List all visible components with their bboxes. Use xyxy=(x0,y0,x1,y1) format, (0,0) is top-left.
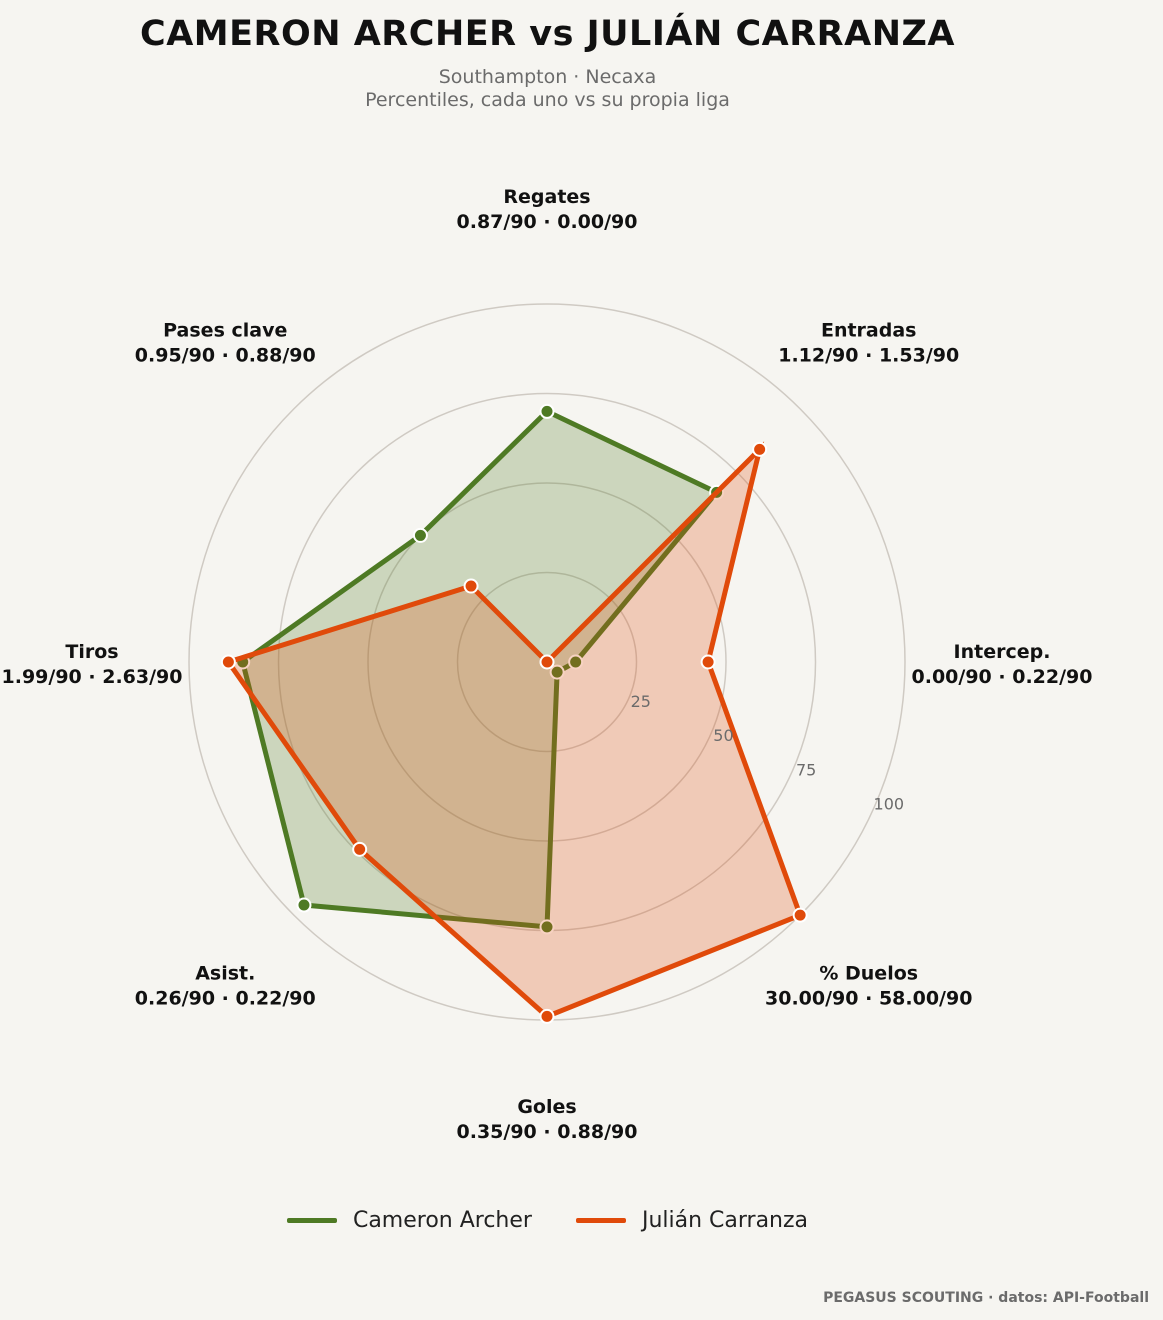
data-point-cameron-archer-2 xyxy=(568,654,584,670)
data-point-juli-n-carranza-3 xyxy=(792,907,808,923)
legend-swatch-carranza xyxy=(575,1218,626,1223)
axis-label-3: % Duelos 30.00/90 · 58.00/90 xyxy=(765,963,972,1010)
chart-legend: Cameron Archer Julián Carranza xyxy=(0,1208,1095,1233)
axis-name: Regates xyxy=(503,186,590,208)
radial-tick-label-50: 50 xyxy=(713,726,733,745)
data-point-juli-n-carranza-6 xyxy=(220,654,236,670)
data-point-juli-n-carranza-5 xyxy=(352,841,368,857)
legend-label-archer: Cameron Archer xyxy=(352,1208,532,1233)
radial-tick-label-100: 100 xyxy=(874,795,905,814)
axis-name: Goles xyxy=(517,1096,576,1118)
axis-name: Pases clave xyxy=(163,319,287,341)
chart-title: CAMERON ARCHER vs JULIÁN CARRANZA xyxy=(140,14,955,54)
chart-subtitle-teams: Southampton · Necaxa xyxy=(438,66,657,88)
legend-swatch-archer xyxy=(286,1218,337,1223)
data-point-cameron-archer-5 xyxy=(296,897,312,913)
legend-label-carranza: Julián Carranza xyxy=(641,1208,809,1233)
axis-value-label: 0.00/90 · 0.22/90 xyxy=(912,666,1093,688)
data-point-cameron-archer-7 xyxy=(412,527,428,543)
radial-tick-label-75: 75 xyxy=(796,760,816,779)
axis-value-label: 0.95/90 · 0.88/90 xyxy=(135,344,316,366)
data-point-cameron-archer-3 xyxy=(549,664,565,680)
axis-label-5: Asist. 0.26/90 · 0.22/90 xyxy=(135,963,316,1010)
grid-circle-25 xyxy=(456,571,638,753)
axis-value-label: 0.35/90 · 0.88/90 xyxy=(457,1121,638,1143)
data-point-cameron-archer-4 xyxy=(539,919,555,935)
axis-label-2: Intercep. 0.00/90 · 0.22/90 xyxy=(912,641,1093,688)
radar-axis-labels: Regates 0.87/90 · 0.00/90 Entradas 1.12/90 … xyxy=(2,186,1093,1143)
axis-label-7: Pases clave 0.95/90 · 0.88/90 xyxy=(135,319,316,366)
legend-item-archer: Cameron Archer xyxy=(286,1208,532,1233)
data-point-cameron-archer-0 xyxy=(539,403,555,419)
data-point-juli-n-carranza-2 xyxy=(700,654,716,670)
data-point-juli-n-carranza-0 xyxy=(539,654,555,670)
radar-series: 25 50 75 100 xyxy=(220,403,905,1024)
axis-name: % Duelos xyxy=(819,963,918,985)
axis-label-4: Goles 0.35/90 · 0.88/90 xyxy=(457,1096,638,1143)
legend-item-carranza: Julián Carranza xyxy=(575,1208,809,1233)
axis-name: Intercep. xyxy=(954,641,1051,663)
footer-credit: PEGASUS SCOUTING · datos: API-Football xyxy=(823,1290,1149,1306)
axis-value-label: 30.00/90 · 58.00/90 xyxy=(765,988,972,1010)
axis-name: Asist. xyxy=(195,963,255,985)
data-point-juli-n-carranza-7 xyxy=(463,578,479,594)
axis-value-label: 1.12/90 · 1.53/90 xyxy=(778,344,959,366)
axis-label-0: Regates 0.87/90 · 0.00/90 xyxy=(457,186,638,233)
axis-label-6: Tiros 1.99/90 · 2.63/90 xyxy=(2,641,183,688)
axis-name: Tiros xyxy=(65,641,118,663)
axis-value-label: 0.87/90 · 0.00/90 xyxy=(457,211,638,233)
data-point-juli-n-carranza-4 xyxy=(539,1008,555,1024)
data-point-juli-n-carranza-1 xyxy=(752,441,768,457)
axis-label-1: Entradas 1.12/90 · 1.53/90 xyxy=(778,319,959,366)
radial-tick-label-25: 25 xyxy=(631,692,651,711)
chart-subtitle-description: Percentiles, cada uno vs su propia liga xyxy=(365,89,730,111)
axis-value-label: 1.99/90 · 2.63/90 xyxy=(2,666,183,688)
axis-name: Entradas xyxy=(821,319,917,341)
grid-circle-50 xyxy=(367,482,727,842)
axis-value-label: 0.26/90 · 0.22/90 xyxy=(135,988,316,1010)
